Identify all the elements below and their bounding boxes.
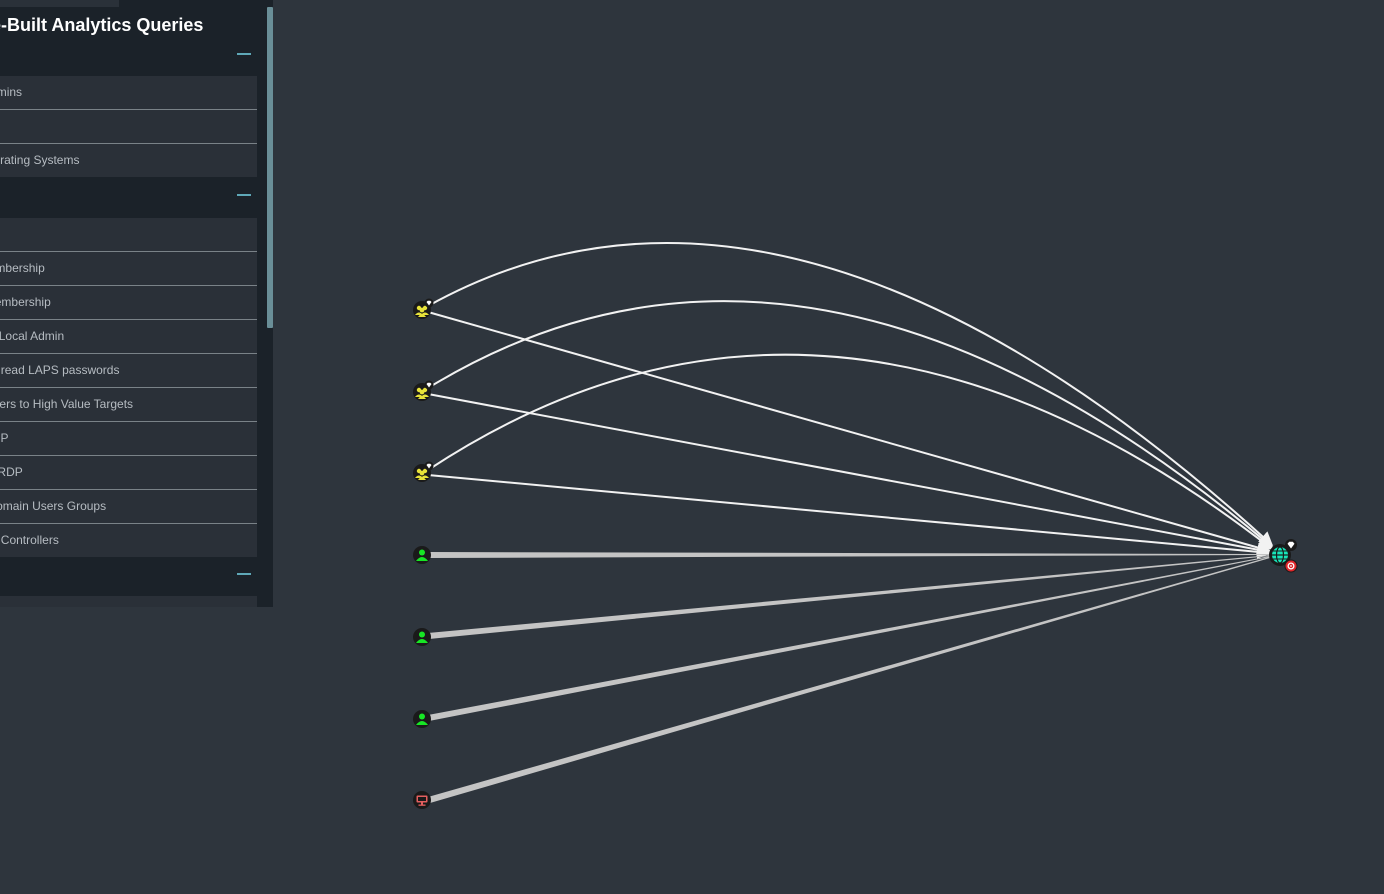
domain-node[interactable] (1269, 539, 1298, 573)
panel-tab-strip[interactable] (0, 0, 119, 7)
collapse-icon[interactable] (237, 194, 251, 196)
graph-edge[interactable] (427, 353, 1274, 550)
query-item[interactable]: Find Principals with DCSync Rights (0, 218, 257, 252)
section-header-kerberos-interaction[interactable] (0, 563, 257, 587)
target-icon (1284, 559, 1298, 573)
query-item[interactable]: Users with Foreign Domain Group Membersh… (0, 252, 257, 286)
graph-edge[interactable] (428, 556, 1270, 721)
analysis-panel: Pre-Built Analytics Queries Find all Dom… (0, 0, 273, 607)
graph-edge[interactable] (427, 300, 1274, 548)
graph-edge[interactable] (428, 557, 1270, 803)
collapse-icon[interactable] (237, 53, 251, 55)
graph-edge[interactable] (427, 241, 1274, 546)
panel-scrollbar-thumb[interactable] (267, 7, 273, 328)
graph-edge[interactable] (428, 552, 1270, 558)
computer-node[interactable] (413, 791, 431, 809)
gem-icon (1285, 539, 1297, 551)
section-header-domain-information[interactable] (0, 43, 257, 67)
group-icon (415, 387, 429, 399)
user-node[interactable] (413, 546, 431, 564)
graph-edge[interactable] (427, 474, 1272, 559)
user-icon (416, 713, 428, 725)
user-node[interactable] (413, 628, 431, 646)
query-item[interactable]: Find all Domain Admins (0, 76, 257, 110)
globe-icon (1272, 546, 1288, 564)
query-item[interactable]: Find Dangerous Rights for Domain Users G… (0, 490, 257, 524)
group-node[interactable] (413, 298, 434, 320)
graph-edge[interactable] (428, 555, 1270, 639)
query-item[interactable]: Find Domain Admin Logons to non-Domain C… (0, 524, 257, 557)
collapse-icon[interactable] (237, 573, 251, 575)
user-icon (416, 549, 428, 561)
gem-icon (424, 380, 434, 390)
query-item[interactable]: Find Computers where Domain Users are Lo… (0, 320, 257, 354)
user-icon (416, 631, 428, 643)
query-item[interactable]: Find Servers where Domain Users can RDP (0, 456, 257, 490)
query-item[interactable]: Find Workstations where Domain Users can… (0, 422, 257, 456)
group-icon (415, 305, 429, 317)
section-header-dangerous-privileges[interactable] (0, 184, 257, 208)
query-list-kerberos-interaction (0, 596, 257, 607)
panel-title: Pre-Built Analytics Queries (0, 15, 204, 35)
gem-icon (424, 298, 434, 308)
group-icon (415, 468, 429, 480)
group-node[interactable] (413, 461, 434, 483)
query-item[interactable]: Find Shortest Paths from Domain Users to… (0, 388, 257, 422)
query-item[interactable]: Groups with Foreign Domain Group Members… (0, 286, 257, 320)
query-list-domain-information: Find all Domain Admins Map Domain Trusts… (0, 76, 257, 177)
user-node[interactable] (413, 710, 431, 728)
query-item[interactable]: Map Domain Trusts (0, 110, 257, 144)
group-node[interactable] (413, 380, 434, 402)
computer-icon (416, 795, 428, 806)
gem-icon (424, 461, 434, 471)
graph-edge[interactable] (427, 311, 1272, 555)
query-list-dangerous-privileges: Find Principals with DCSync Rights Users… (0, 218, 257, 557)
query-item[interactable]: Find Computers with Unsupported Operatin… (0, 144, 257, 177)
query-item[interactable]: Find Computers where Domain Users can re… (0, 354, 257, 388)
graph-edge[interactable] (427, 393, 1272, 557)
